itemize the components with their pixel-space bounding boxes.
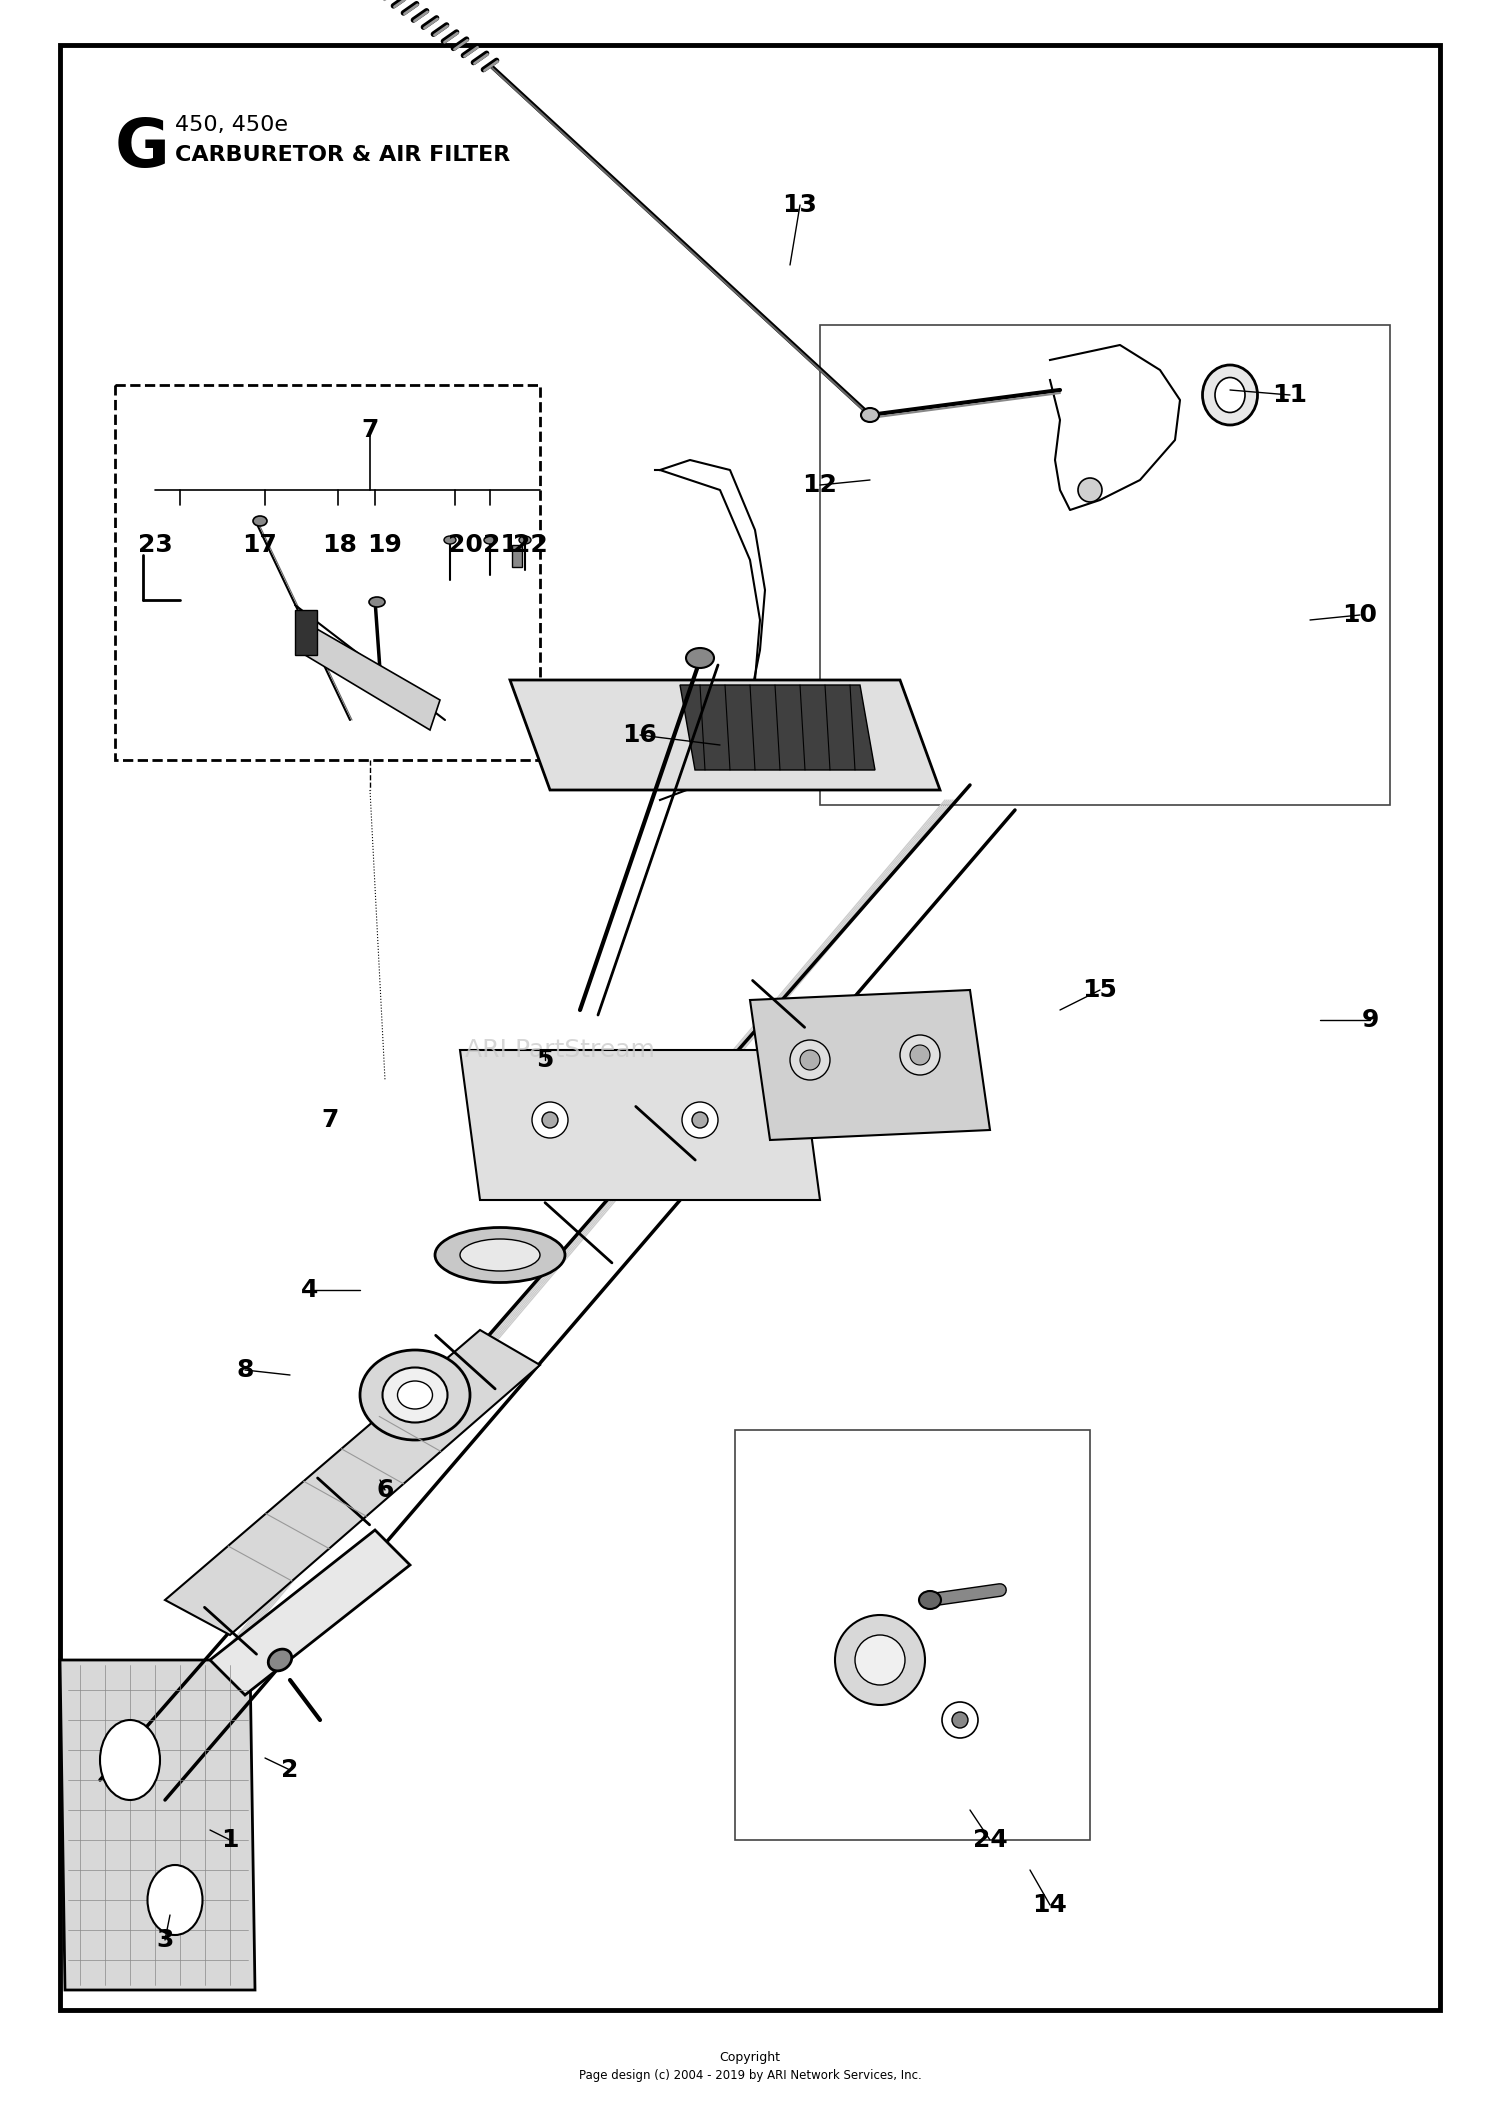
Text: 16: 16 <box>622 723 657 746</box>
Text: CARBURETOR & AIR FILTER: CARBURETOR & AIR FILTER <box>176 145 510 164</box>
Ellipse shape <box>1215 378 1245 412</box>
Text: 2: 2 <box>282 1757 298 1782</box>
Text: 22: 22 <box>513 534 548 557</box>
Ellipse shape <box>254 515 267 526</box>
Text: 9: 9 <box>1362 1009 1378 1032</box>
Ellipse shape <box>100 1719 160 1799</box>
Polygon shape <box>165 1331 540 1635</box>
Circle shape <box>900 1034 940 1074</box>
Text: 1: 1 <box>222 1829 238 1852</box>
Ellipse shape <box>920 1591 940 1608</box>
Ellipse shape <box>435 1228 566 1282</box>
Text: 14: 14 <box>1032 1894 1068 1917</box>
Circle shape <box>952 1711 968 1728</box>
Ellipse shape <box>369 597 386 607</box>
Text: 5: 5 <box>537 1049 554 1072</box>
Ellipse shape <box>1203 366 1257 425</box>
Text: 7: 7 <box>362 418 378 441</box>
Circle shape <box>942 1703 978 1738</box>
Polygon shape <box>304 624 439 729</box>
Text: 20: 20 <box>447 534 483 557</box>
Circle shape <box>532 1101 568 1137</box>
Bar <box>821 326 1390 805</box>
Text: 17: 17 <box>243 534 278 557</box>
Ellipse shape <box>147 1864 202 1936</box>
Polygon shape <box>60 1661 255 1991</box>
Circle shape <box>542 1112 558 1129</box>
Ellipse shape <box>519 536 531 544</box>
Text: 3: 3 <box>156 1928 174 1953</box>
Bar <box>512 544 522 568</box>
Bar <box>735 1429 1090 1839</box>
Circle shape <box>790 1040 830 1080</box>
Text: G: G <box>116 116 170 181</box>
Polygon shape <box>210 1530 410 1694</box>
Circle shape <box>855 1635 904 1686</box>
Ellipse shape <box>484 536 496 544</box>
Text: 10: 10 <box>1342 603 1377 626</box>
Circle shape <box>910 1045 930 1066</box>
Text: 7: 7 <box>321 1108 339 1133</box>
Text: 15: 15 <box>1083 977 1118 1003</box>
Circle shape <box>692 1112 708 1129</box>
Bar <box>116 385 540 761</box>
Circle shape <box>1078 477 1102 502</box>
Bar <box>296 610 316 656</box>
Text: ARI PartStream: ARI PartStream <box>465 1038 656 1062</box>
Ellipse shape <box>268 1650 291 1671</box>
Text: 6: 6 <box>376 1478 393 1503</box>
Polygon shape <box>680 685 874 769</box>
Text: 8: 8 <box>237 1358 254 1381</box>
Text: 11: 11 <box>1272 383 1308 408</box>
Polygon shape <box>510 681 940 790</box>
Text: 18: 18 <box>322 534 357 557</box>
Text: 13: 13 <box>783 193 818 217</box>
Ellipse shape <box>360 1349 470 1440</box>
Polygon shape <box>460 1051 820 1200</box>
Ellipse shape <box>460 1238 540 1272</box>
Ellipse shape <box>444 536 456 544</box>
Text: 19: 19 <box>368 534 402 557</box>
Text: 23: 23 <box>138 534 172 557</box>
Text: 24: 24 <box>972 1829 1008 1852</box>
Ellipse shape <box>686 647 714 668</box>
Text: Page design (c) 2004 - 2019 by ARI Network Services, Inc.: Page design (c) 2004 - 2019 by ARI Netwo… <box>579 2068 921 2081</box>
Ellipse shape <box>861 408 879 423</box>
Text: 21: 21 <box>483 534 518 557</box>
Text: 4: 4 <box>302 1278 318 1301</box>
Text: 12: 12 <box>802 473 837 496</box>
Circle shape <box>682 1101 718 1137</box>
Circle shape <box>800 1051 820 1070</box>
Ellipse shape <box>382 1368 447 1423</box>
Ellipse shape <box>398 1381 432 1408</box>
Text: Copyright: Copyright <box>720 2052 780 2064</box>
Circle shape <box>836 1614 926 1705</box>
Text: 450, 450e: 450, 450e <box>176 116 288 135</box>
Polygon shape <box>750 990 990 1139</box>
